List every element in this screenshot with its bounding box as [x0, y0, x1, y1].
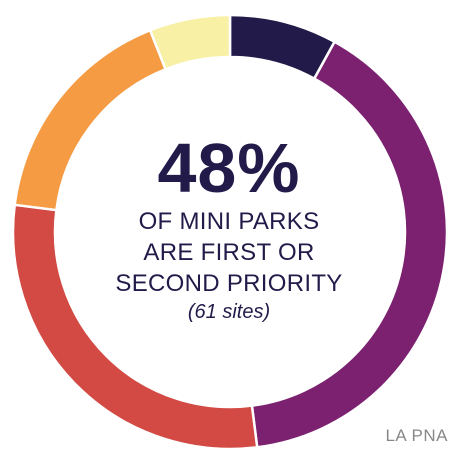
- sites-note: (61 sites): [187, 301, 271, 323]
- center-subtitle: OF MINI PARKS ARE FIRST OR SECOND PRIORI…: [0, 206, 458, 299]
- subtitle-line-2: ARE FIRST OR: [143, 239, 315, 266]
- subtitle-line-3: SECOND PRIORITY: [115, 270, 343, 297]
- donut-slice-2: [250, 40, 449, 449]
- donut-slice-5: [148, 13, 232, 71]
- donut-slices: [11, 13, 449, 451]
- source-label: LA PNA: [385, 426, 448, 445]
- headline-percentage: 48%: [157, 129, 301, 207]
- subtitle-line-1: OF MINI PARKS: [138, 208, 320, 235]
